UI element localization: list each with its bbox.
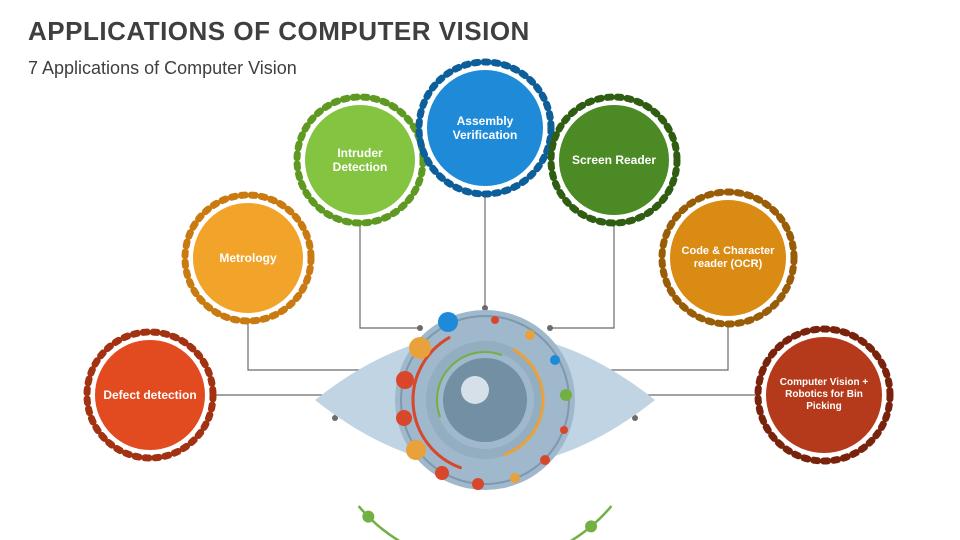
node-label: Assembly Verification xyxy=(427,108,543,149)
node-defect-detection: Defect detection xyxy=(95,340,205,450)
node-label: Defect detection xyxy=(97,382,202,408)
node-label: Screen Reader xyxy=(566,147,662,173)
node-intruder-detection: Intruder Detection xyxy=(305,105,415,215)
node-label: Intruder Detection xyxy=(305,140,415,181)
node-ocr: Code & Character reader (OCR) xyxy=(670,200,786,316)
node-assembly-verification: Assembly Verification xyxy=(427,70,543,186)
node-bin-picking: Computer Vision + Robotics for Bin Picki… xyxy=(766,337,882,453)
node-metrology: Metrology xyxy=(193,203,303,313)
node-label: Computer Vision + Robotics for Bin Picki… xyxy=(766,371,882,419)
node-label: Code & Character reader (OCR) xyxy=(670,239,786,277)
node-label: Metrology xyxy=(213,245,282,271)
node-screen-reader: Screen Reader xyxy=(559,105,669,215)
